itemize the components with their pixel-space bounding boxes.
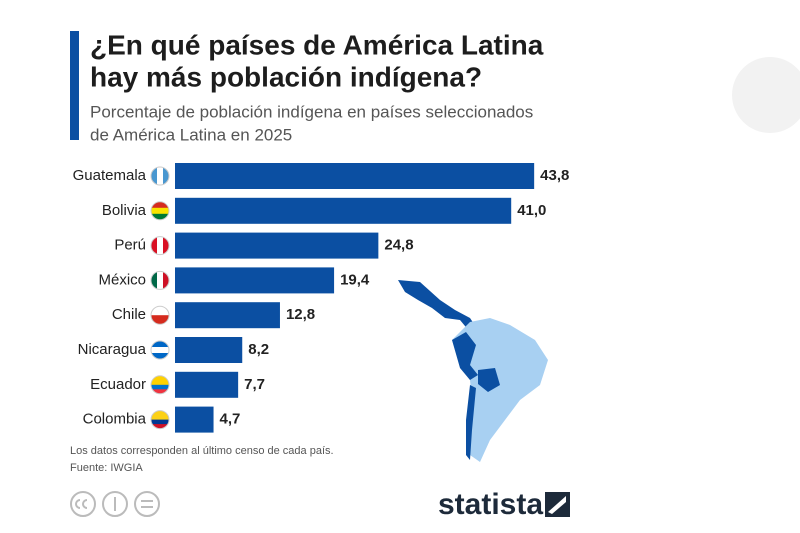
title-accent (70, 31, 79, 140)
flag (151, 341, 169, 359)
flag-stripe (151, 389, 169, 394)
value-label: 41,0 (517, 202, 546, 219)
bar (175, 267, 335, 294)
icon (102, 491, 128, 517)
bar (175, 163, 535, 189)
bar (175, 232, 379, 259)
chart-title: hay más población indígena? (90, 61, 482, 92)
map (398, 280, 548, 462)
bar (175, 337, 243, 363)
flag-border (150, 340, 170, 360)
flag-stripe (151, 415, 169, 421)
logo-mark (545, 492, 570, 517)
flag-border (150, 410, 170, 430)
flag-stripe (151, 213, 169, 220)
note: Los datos corresponden al último censo d… (70, 445, 334, 457)
value-label: 4,7 (220, 411, 241, 428)
flag-stripe (151, 353, 169, 359)
value-label: 8,2 (248, 341, 269, 358)
category-label: Chile (112, 306, 146, 323)
source: Fuente: IWGIA (70, 462, 143, 474)
value-label: 43,8 (540, 167, 569, 184)
flag-border (150, 166, 170, 186)
flag-stripe (151, 271, 158, 290)
value-label: 7,7 (244, 376, 265, 393)
flag-stripe (151, 419, 169, 425)
flag-stripe (151, 306, 169, 316)
bar (175, 302, 280, 329)
value-label: 24,8 (384, 237, 413, 254)
bar (175, 406, 214, 433)
flag-stripe (151, 207, 169, 215)
chart-title: ¿En qué países de América Latina (90, 29, 544, 60)
flag-stripe (163, 236, 169, 255)
map-region (398, 280, 478, 332)
flag-stripe (157, 271, 164, 290)
chart-subtitle: Porcentaje de población indígena en país… (90, 102, 533, 121)
flag-stripe (151, 410, 169, 416)
category-label: Guatemala (73, 167, 147, 184)
flag (151, 236, 169, 255)
flag-stripe (151, 424, 169, 429)
value-label: 12,8 (286, 306, 315, 323)
flag (151, 167, 169, 185)
flag-stripe (151, 167, 158, 185)
icon (134, 491, 160, 517)
icon-glyph (75, 497, 153, 511)
flag-stripe (151, 347, 169, 354)
map-region (466, 385, 476, 460)
value-label: 19,4 (340, 271, 370, 288)
flag-stripe (163, 271, 169, 290)
flag-stripe (157, 167, 164, 185)
map-region (452, 332, 478, 380)
license-icons (70, 491, 160, 517)
decor-circle (732, 57, 800, 133)
flag-border (150, 305, 170, 325)
flag-border (150, 236, 170, 256)
category-label: México (98, 271, 146, 288)
flag (151, 410, 169, 429)
category-label: Bolivia (102, 202, 147, 219)
flag (151, 271, 169, 290)
category-label: Nicaragua (78, 341, 147, 358)
flag-border (150, 201, 170, 221)
flag (151, 375, 169, 394)
category-label: Colombia (83, 411, 147, 428)
bar (175, 371, 239, 398)
logo: statista (438, 488, 543, 521)
flag-stripe (151, 375, 169, 381)
flag-stripe (163, 167, 169, 185)
flag-stripe (151, 315, 169, 325)
flag (151, 306, 169, 325)
flag-stripe (151, 384, 169, 390)
flag-stripe (157, 236, 164, 255)
flag-border (150, 375, 170, 395)
flag-stripe (151, 380, 169, 386)
flag-border (150, 270, 170, 290)
logo-stripe (548, 496, 566, 514)
flag-stripe (151, 236, 158, 255)
category-label: Ecuador (90, 376, 146, 393)
map-region (452, 318, 548, 462)
flag-stripe (151, 201, 169, 209)
bar (175, 197, 512, 224)
icon (70, 491, 96, 517)
map-region (478, 368, 500, 392)
flag (151, 201, 169, 220)
flag-stripe (151, 341, 169, 348)
category-label: Perú (114, 237, 146, 254)
chart-subtitle: de América Latina en 2025 (90, 125, 292, 144)
